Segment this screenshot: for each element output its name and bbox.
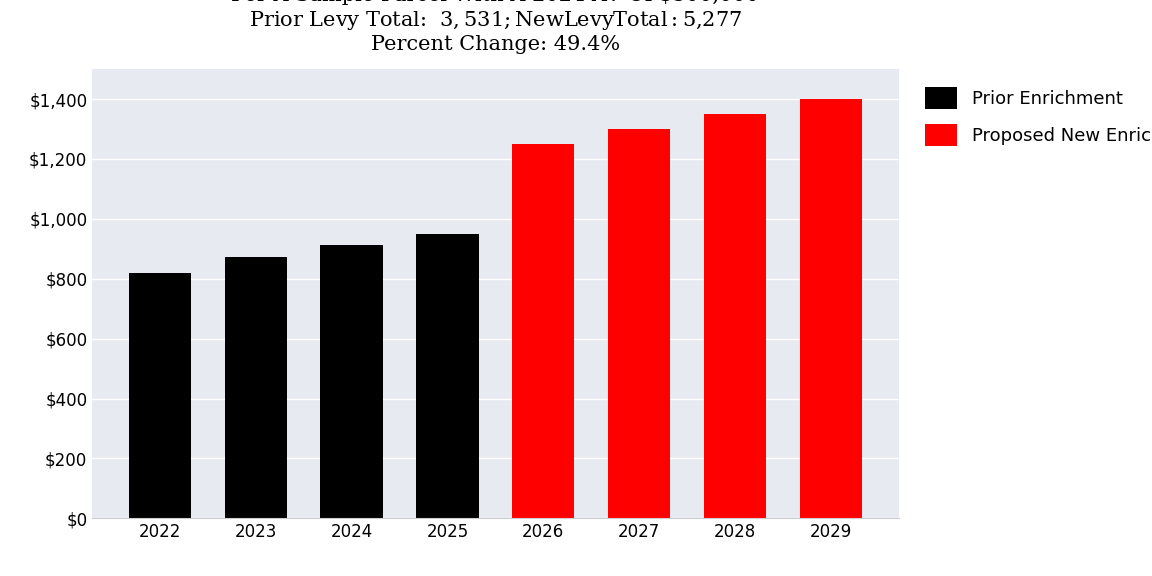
Bar: [416, 233, 478, 518]
Bar: [704, 115, 766, 518]
Bar: [799, 98, 862, 518]
Bar: [225, 257, 287, 518]
Bar: [320, 245, 382, 518]
Legend: Prior Enrichment, Proposed New Enrichment: Prior Enrichment, Proposed New Enrichmen…: [916, 78, 1152, 155]
Bar: [513, 145, 575, 518]
Title: Oak Harbor SD Total Estimated Levy Amounts To Be Collected
For A Sample Parcel W: Oak Harbor SD Total Estimated Levy Amoun…: [162, 0, 828, 54]
Bar: [608, 130, 670, 518]
Bar: [129, 273, 191, 518]
